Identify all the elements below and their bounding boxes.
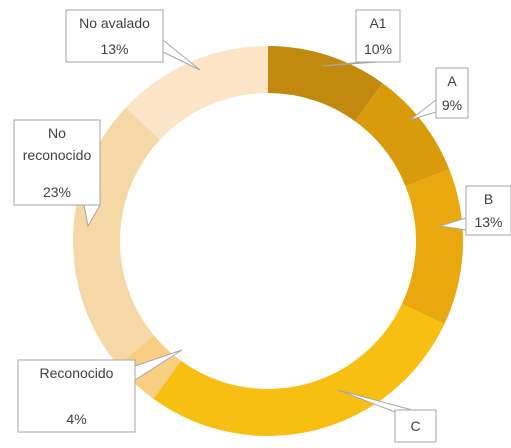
category-label: A1 bbox=[369, 15, 387, 31]
category-label: A bbox=[447, 73, 457, 89]
category-label: C bbox=[410, 418, 421, 434]
value-label: 23% bbox=[42, 184, 72, 200]
callout-box bbox=[13, 119, 101, 206]
data-label: C bbox=[395, 410, 436, 442]
data-label: A1 10% bbox=[356, 10, 400, 62]
donut-slice bbox=[401, 169, 463, 325]
value-label: 9% bbox=[441, 97, 463, 113]
callout-box bbox=[65, 9, 164, 63]
category-label: No avalado bbox=[79, 15, 150, 31]
callout-tail bbox=[409, 98, 437, 121]
callout-box bbox=[17, 359, 136, 433]
value-label: 13% bbox=[100, 41, 129, 57]
callout-box bbox=[465, 185, 511, 236]
value-label: 13% bbox=[474, 214, 503, 230]
callout-box bbox=[435, 67, 469, 119]
donut-slice bbox=[268, 46, 383, 122]
donut-slice bbox=[354, 83, 450, 187]
data-label: B 13% bbox=[466, 186, 511, 235]
category-label: Reconocido bbox=[39, 365, 114, 381]
callout-tail bbox=[162, 38, 201, 71]
category-label: No reconocido bbox=[22, 125, 92, 163]
value-label: 10% bbox=[363, 41, 393, 57]
data-label: Reconocido 4% bbox=[18, 360, 135, 432]
value-label: 4% bbox=[66, 411, 87, 427]
data-label: A 9% bbox=[436, 68, 468, 118]
callout-box bbox=[394, 409, 437, 443]
donut-slice bbox=[125, 46, 268, 140]
callout-box bbox=[355, 9, 401, 63]
data-label: No avalado 13% bbox=[66, 10, 163, 62]
data-label: No reconocido 23% bbox=[14, 120, 100, 205]
category-label: B bbox=[483, 191, 494, 207]
